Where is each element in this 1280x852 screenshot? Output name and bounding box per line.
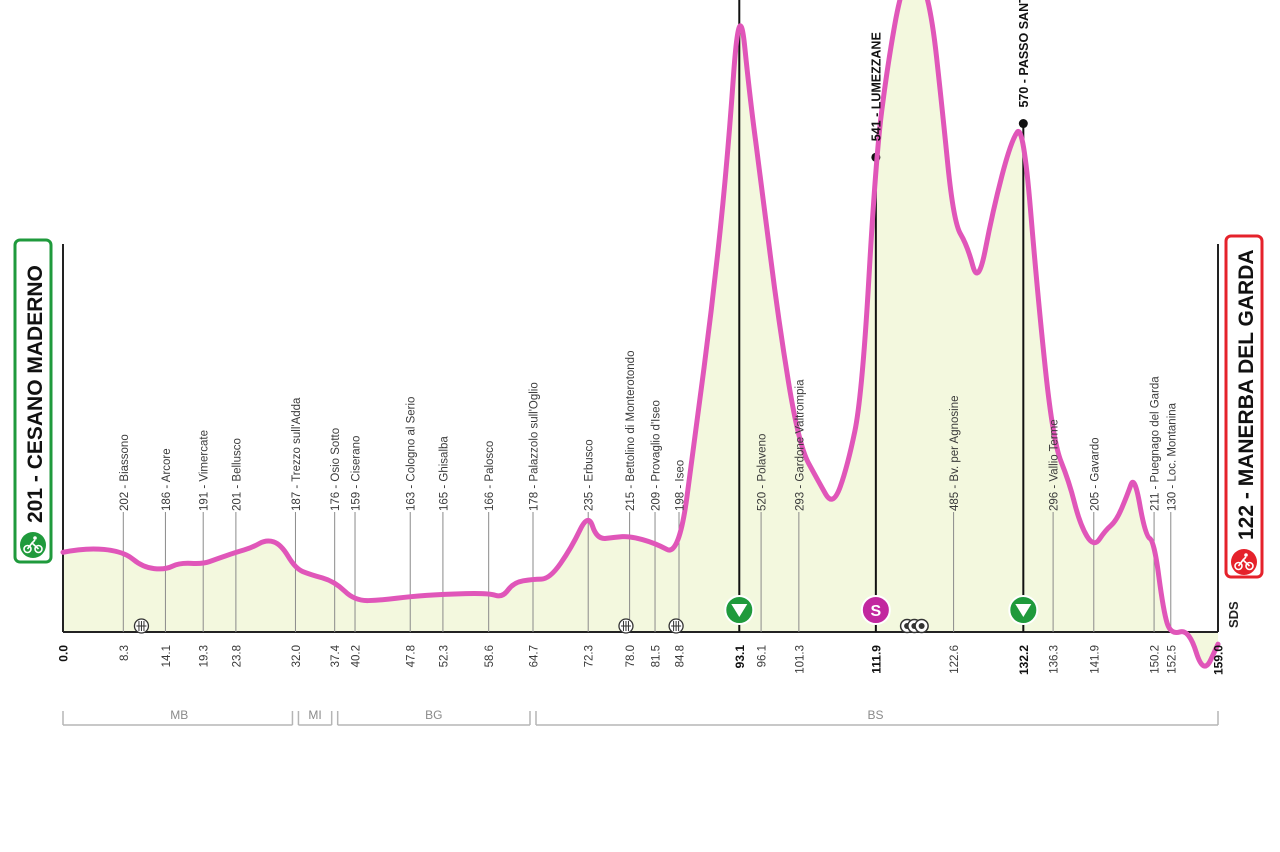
province-label: MB xyxy=(170,708,188,722)
km-label-finish: 159.0 xyxy=(1212,645,1226,675)
waypoint-label: 130 - Loc. Montanina xyxy=(1166,402,1178,511)
km-label: 64.7 xyxy=(528,645,540,667)
waypoint-label: 293 - Gardone Valtrompia xyxy=(794,379,806,511)
km-label: 96.1 xyxy=(757,645,769,667)
waypoint-label: 165 - Ghisalba xyxy=(438,436,450,511)
km-label: 84.8 xyxy=(675,645,687,667)
finish-badge: 122 - MANERBA DEL GARDA xyxy=(1224,234,1264,579)
km-label: 122.6 xyxy=(949,645,961,674)
km-label: 152.5 xyxy=(1166,645,1178,674)
km-label: 150.2 xyxy=(1150,645,1162,674)
waypoint-label: 163 - Cologno al Serio xyxy=(406,397,418,511)
profile-area xyxy=(63,0,1218,667)
km-label: 93.1 xyxy=(733,645,747,669)
km-label: 32.0 xyxy=(291,645,303,667)
sprint-icon xyxy=(860,595,891,625)
sds-label: SDS xyxy=(1226,601,1241,628)
kom-arrow-icon xyxy=(731,604,748,617)
waypoint-label: 485 - Bv. per Agnosine xyxy=(949,396,961,512)
waypoint-label: 205 - Gavardo xyxy=(1089,437,1101,511)
km-label: 47.8 xyxy=(406,645,418,667)
waypoint-label: 211 - Puegnago del Garda xyxy=(1150,376,1162,511)
waypoint-label: 541 - LUMEZZANE xyxy=(869,32,883,141)
km-label: 8.3 xyxy=(119,645,131,661)
sprint-letter: S xyxy=(871,603,882,620)
km-label: 132.2 xyxy=(1017,645,1031,675)
km-label: 111.9 xyxy=(869,645,883,674)
km-label: 141.9 xyxy=(1089,645,1101,674)
waypoint-label: 202 - Biassono xyxy=(119,434,131,511)
waypoint-label: 186 - Arcore xyxy=(161,448,173,511)
waypoint-label: 178 - Palazzolo sull'Oglio xyxy=(528,382,540,511)
km-label: 14.1 xyxy=(161,645,173,667)
waypoint-label: 159 - Ciserano xyxy=(351,436,363,511)
waypoint-label: 191 - Vimercate xyxy=(199,430,211,511)
kom-arrow-icon xyxy=(1015,604,1032,617)
waypoint-label: 187 - Trezzo sull'Adda xyxy=(291,397,303,511)
km-label: 37.4 xyxy=(330,644,342,667)
province-label: MI xyxy=(308,708,321,722)
km-label: 19.3 xyxy=(199,645,211,667)
waypoint-label: 201 - Bellusco xyxy=(231,438,243,511)
km-label: 101.3 xyxy=(794,645,806,674)
km-label: 52.3 xyxy=(438,645,450,667)
province-label: BG xyxy=(425,708,442,722)
province-label: BS xyxy=(867,708,883,722)
km-label: 81.5 xyxy=(651,645,663,667)
profile-line xyxy=(60,0,1221,669)
km-label: 136.3 xyxy=(1049,645,1061,674)
waypoint-label: 215 - Bettolino di Monterotondo xyxy=(625,351,637,511)
waypoint-label: 296 - Vallio Terme xyxy=(1049,419,1061,511)
summit-dot xyxy=(1018,119,1028,129)
waypoint-label: 176 - Osio Sotto xyxy=(330,428,342,511)
waypoint-label: 235 - Erbusco xyxy=(584,439,596,511)
km-label: 23.8 xyxy=(231,645,243,667)
tunnel-icon-core xyxy=(918,623,925,629)
finish-label: 122 - MANERBA DEL GARDA xyxy=(1235,249,1258,540)
waypoint-label: 209 - Provaglio d'Iseo xyxy=(651,400,663,511)
km-label-start: 0.0 xyxy=(57,645,71,662)
waypoint-label: 570 - PASSO SANT'EUSEBIO xyxy=(1017,0,1031,108)
km-label: 58.6 xyxy=(484,645,496,667)
km-label: 78.0 xyxy=(625,645,637,667)
waypoint-label: 520 - Polaveno xyxy=(757,434,769,511)
waypoint-label: 166 - Palosco xyxy=(484,441,496,511)
start-badge: 201 - CESANO MADERNO xyxy=(13,238,53,564)
start-label: 201 - CESANO MADERNO xyxy=(24,265,47,523)
km-label: 72.3 xyxy=(584,645,596,667)
km-label: 40.2 xyxy=(351,645,363,667)
waypoint-label: 198 - Iseo xyxy=(675,460,687,511)
